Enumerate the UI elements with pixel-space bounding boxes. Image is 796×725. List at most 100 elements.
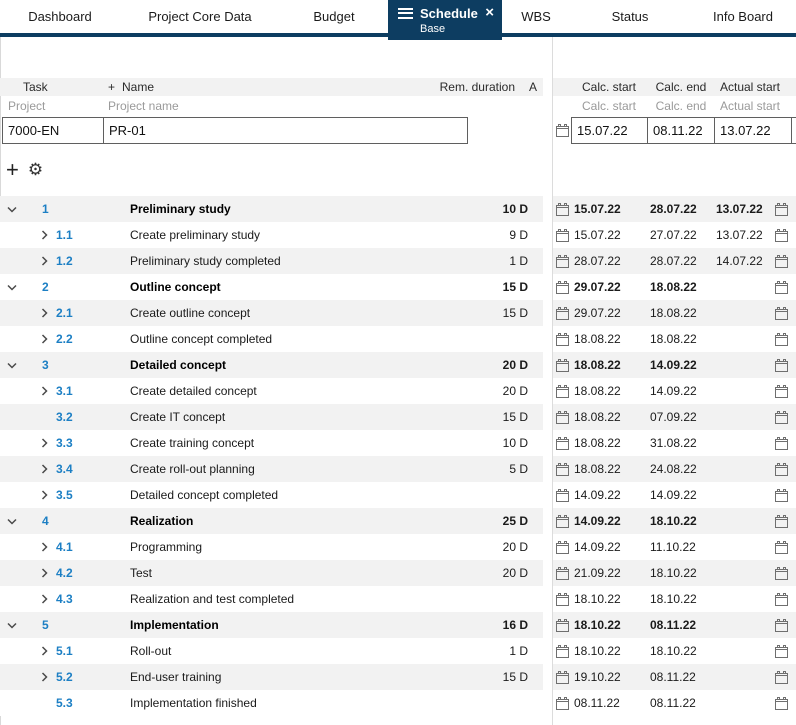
project-actual-end-input-clipped[interactable] [791, 117, 796, 144]
column-header-calc-end[interactable]: Calc. end [655, 80, 707, 94]
chevron-down-icon[interactable] [6, 359, 18, 371]
column-header-rem-duration[interactable]: Rem. duration [439, 80, 515, 94]
task-id-cell: 2.1 [0, 306, 130, 320]
project-calc-start-input[interactable] [571, 117, 648, 144]
task-id-cell: 3 [0, 358, 130, 372]
table-row[interactable]: 1 Preliminary study 10 D [0, 196, 543, 222]
chevron-right-icon[interactable] [38, 567, 50, 579]
calendar-icon [775, 332, 789, 346]
nav-item-wbs[interactable]: WBS [521, 9, 551, 24]
table-row-dates[interactable]: 18.08.22 07.09.22 [553, 404, 796, 430]
close-icon[interactable]: × [485, 4, 494, 21]
table-row-dates[interactable]: 18.10.22 18.10.22 [553, 638, 796, 664]
table-row[interactable]: 3.1 Create detailed concept 20 D [0, 378, 543, 404]
tab-schedule-active[interactable]: Schedule × Base [388, 0, 502, 40]
tab-schedule-sublabel: Base [420, 23, 446, 35]
chevron-down-icon[interactable] [6, 515, 18, 527]
table-row-dates[interactable]: 15.07.22 28.07.22 13.07.22 [553, 196, 796, 222]
calc-start-value: 14.09.22 [574, 488, 621, 502]
project-actual-start-input[interactable] [714, 117, 792, 144]
table-row[interactable]: 5.3 Implementation finished [0, 690, 543, 716]
table-row[interactable]: 5.1 Roll-out 1 D [0, 638, 543, 664]
chevron-right-icon[interactable] [38, 255, 50, 267]
column-header-calc-start[interactable]: Calc. start [581, 80, 636, 94]
table-row-dates[interactable]: 21.09.22 18.10.22 [553, 560, 796, 586]
calendar-icon [556, 358, 570, 372]
nav-item-dashboard[interactable]: Dashboard [28, 9, 92, 24]
chevron-down-icon[interactable] [6, 619, 18, 631]
project-id-input[interactable] [2, 117, 104, 144]
table-row[interactable]: 2 Outline concept 15 D [0, 274, 543, 300]
table-row-dates[interactable]: 14.09.22 14.09.22 [553, 482, 796, 508]
table-row[interactable]: 3.3 Create training concept 10 D [0, 430, 543, 456]
nav-item-project-core-data[interactable]: Project Core Data [148, 9, 252, 24]
task-number: 3.1 [56, 384, 73, 398]
task-name: Detailed concept completed [130, 488, 279, 502]
add-task-button[interactable]: + [6, 157, 19, 182]
add-column-icon[interactable]: + [108, 80, 116, 94]
calendar-icon [556, 462, 570, 476]
table-row-dates[interactable]: 28.07.22 28.07.22 14.07.22 [553, 248, 796, 274]
table-row-dates[interactable]: 18.08.22 24.08.22 [553, 456, 796, 482]
nav-item-info-board[interactable]: Info Board [713, 9, 773, 24]
table-row[interactable]: 4.1 Programming 20 D [0, 534, 543, 560]
table-row[interactable]: 3.2 Create IT concept 15 D [0, 404, 543, 430]
chevron-right-icon[interactable] [38, 307, 50, 319]
chevron-right-icon[interactable] [38, 229, 50, 241]
table-row[interactable]: 5.2 End-user training 15 D [0, 664, 543, 690]
nav-item-budget[interactable]: Budget [313, 9, 355, 24]
table-row[interactable]: 4.3 Realization and test completed [0, 586, 543, 612]
chevron-right-icon[interactable] [38, 489, 50, 501]
table-row-dates[interactable]: 14.09.22 11.10.22 [553, 534, 796, 560]
calendar-icon [556, 436, 570, 450]
table-row[interactable]: 2.1 Create outline concept 15 D [0, 300, 543, 326]
table-row-dates[interactable]: 18.08.22 14.09.22 [553, 352, 796, 378]
chevron-right-icon[interactable] [38, 593, 50, 605]
table-row-dates[interactable]: 18.08.22 14.09.22 [553, 378, 796, 404]
chevron-down-icon[interactable] [6, 203, 18, 215]
chevron-right-icon[interactable] [38, 671, 50, 683]
table-row[interactable]: 5 Implementation 16 D [0, 612, 543, 638]
project-calc-end-input[interactable] [647, 117, 715, 144]
table-row[interactable]: 3 Detailed concept 20 D [0, 352, 543, 378]
chevron-right-icon[interactable] [38, 437, 50, 449]
table-row-dates[interactable]: 18.08.22 31.08.22 [553, 430, 796, 456]
calendar-icon [775, 696, 789, 710]
column-header-actual-start[interactable]: Actual start [719, 80, 781, 94]
table-row-dates[interactable]: 18.10.22 18.10.22 [553, 586, 796, 612]
chevron-down-icon[interactable] [6, 281, 18, 293]
column-header-clipped[interactable]: A [528, 80, 537, 94]
table-row-dates[interactable]: 19.10.22 08.11.22 [553, 664, 796, 690]
hamburger-icon[interactable] [398, 7, 413, 19]
table-row[interactable]: 4.2 Test 20 D [0, 560, 543, 586]
column-header-name[interactable]: Name [122, 80, 155, 94]
chevron-right-icon[interactable] [38, 541, 50, 553]
table-row-dates[interactable]: 29.07.22 18.08.22 [553, 274, 796, 300]
table-row[interactable]: 1.2 Preliminary study completed 1 D [0, 248, 543, 274]
table-row[interactable]: 4 Realization 25 D [0, 508, 543, 534]
table-row[interactable]: 1.1 Create preliminary study 9 D [0, 222, 543, 248]
chevron-right-icon[interactable] [38, 463, 50, 475]
nav-item-status[interactable]: Status [611, 9, 649, 24]
table-row-dates[interactable]: 18.10.22 08.11.22 [553, 612, 796, 638]
chevron-right-icon[interactable] [38, 385, 50, 397]
table-row-dates[interactable]: 29.07.22 18.08.22 [553, 300, 796, 326]
calendar-icon [775, 514, 789, 528]
chevron-right-icon[interactable] [38, 333, 50, 345]
task-id-cell: 3.3 [0, 436, 130, 450]
table-row-dates[interactable]: 14.09.22 18.10.22 [553, 508, 796, 534]
column-header-task[interactable]: Task [23, 80, 48, 94]
filter-label-calc-start: Calc. start [581, 99, 636, 113]
table-row-dates[interactable]: 08.11.22 08.11.22 [553, 690, 796, 716]
calendar-icon[interactable] [556, 124, 569, 137]
project-name-input[interactable] [103, 117, 468, 144]
chevron-right-icon[interactable] [38, 645, 50, 657]
gear-icon[interactable]: ⚙ [27, 160, 44, 179]
table-row[interactable]: 3.5 Detailed concept completed [0, 482, 543, 508]
table-row-dates[interactable]: 18.08.22 18.08.22 [553, 326, 796, 352]
table-row[interactable]: 2.2 Outline concept completed [0, 326, 543, 352]
table-row[interactable]: 3.4 Create roll-out planning 5 D [0, 456, 543, 482]
table-row-dates[interactable]: 15.07.22 27.07.22 13.07.22 [553, 222, 796, 248]
task-rem-duration: 9 D [509, 228, 528, 242]
task-rem-duration: 20 D [502, 358, 528, 372]
